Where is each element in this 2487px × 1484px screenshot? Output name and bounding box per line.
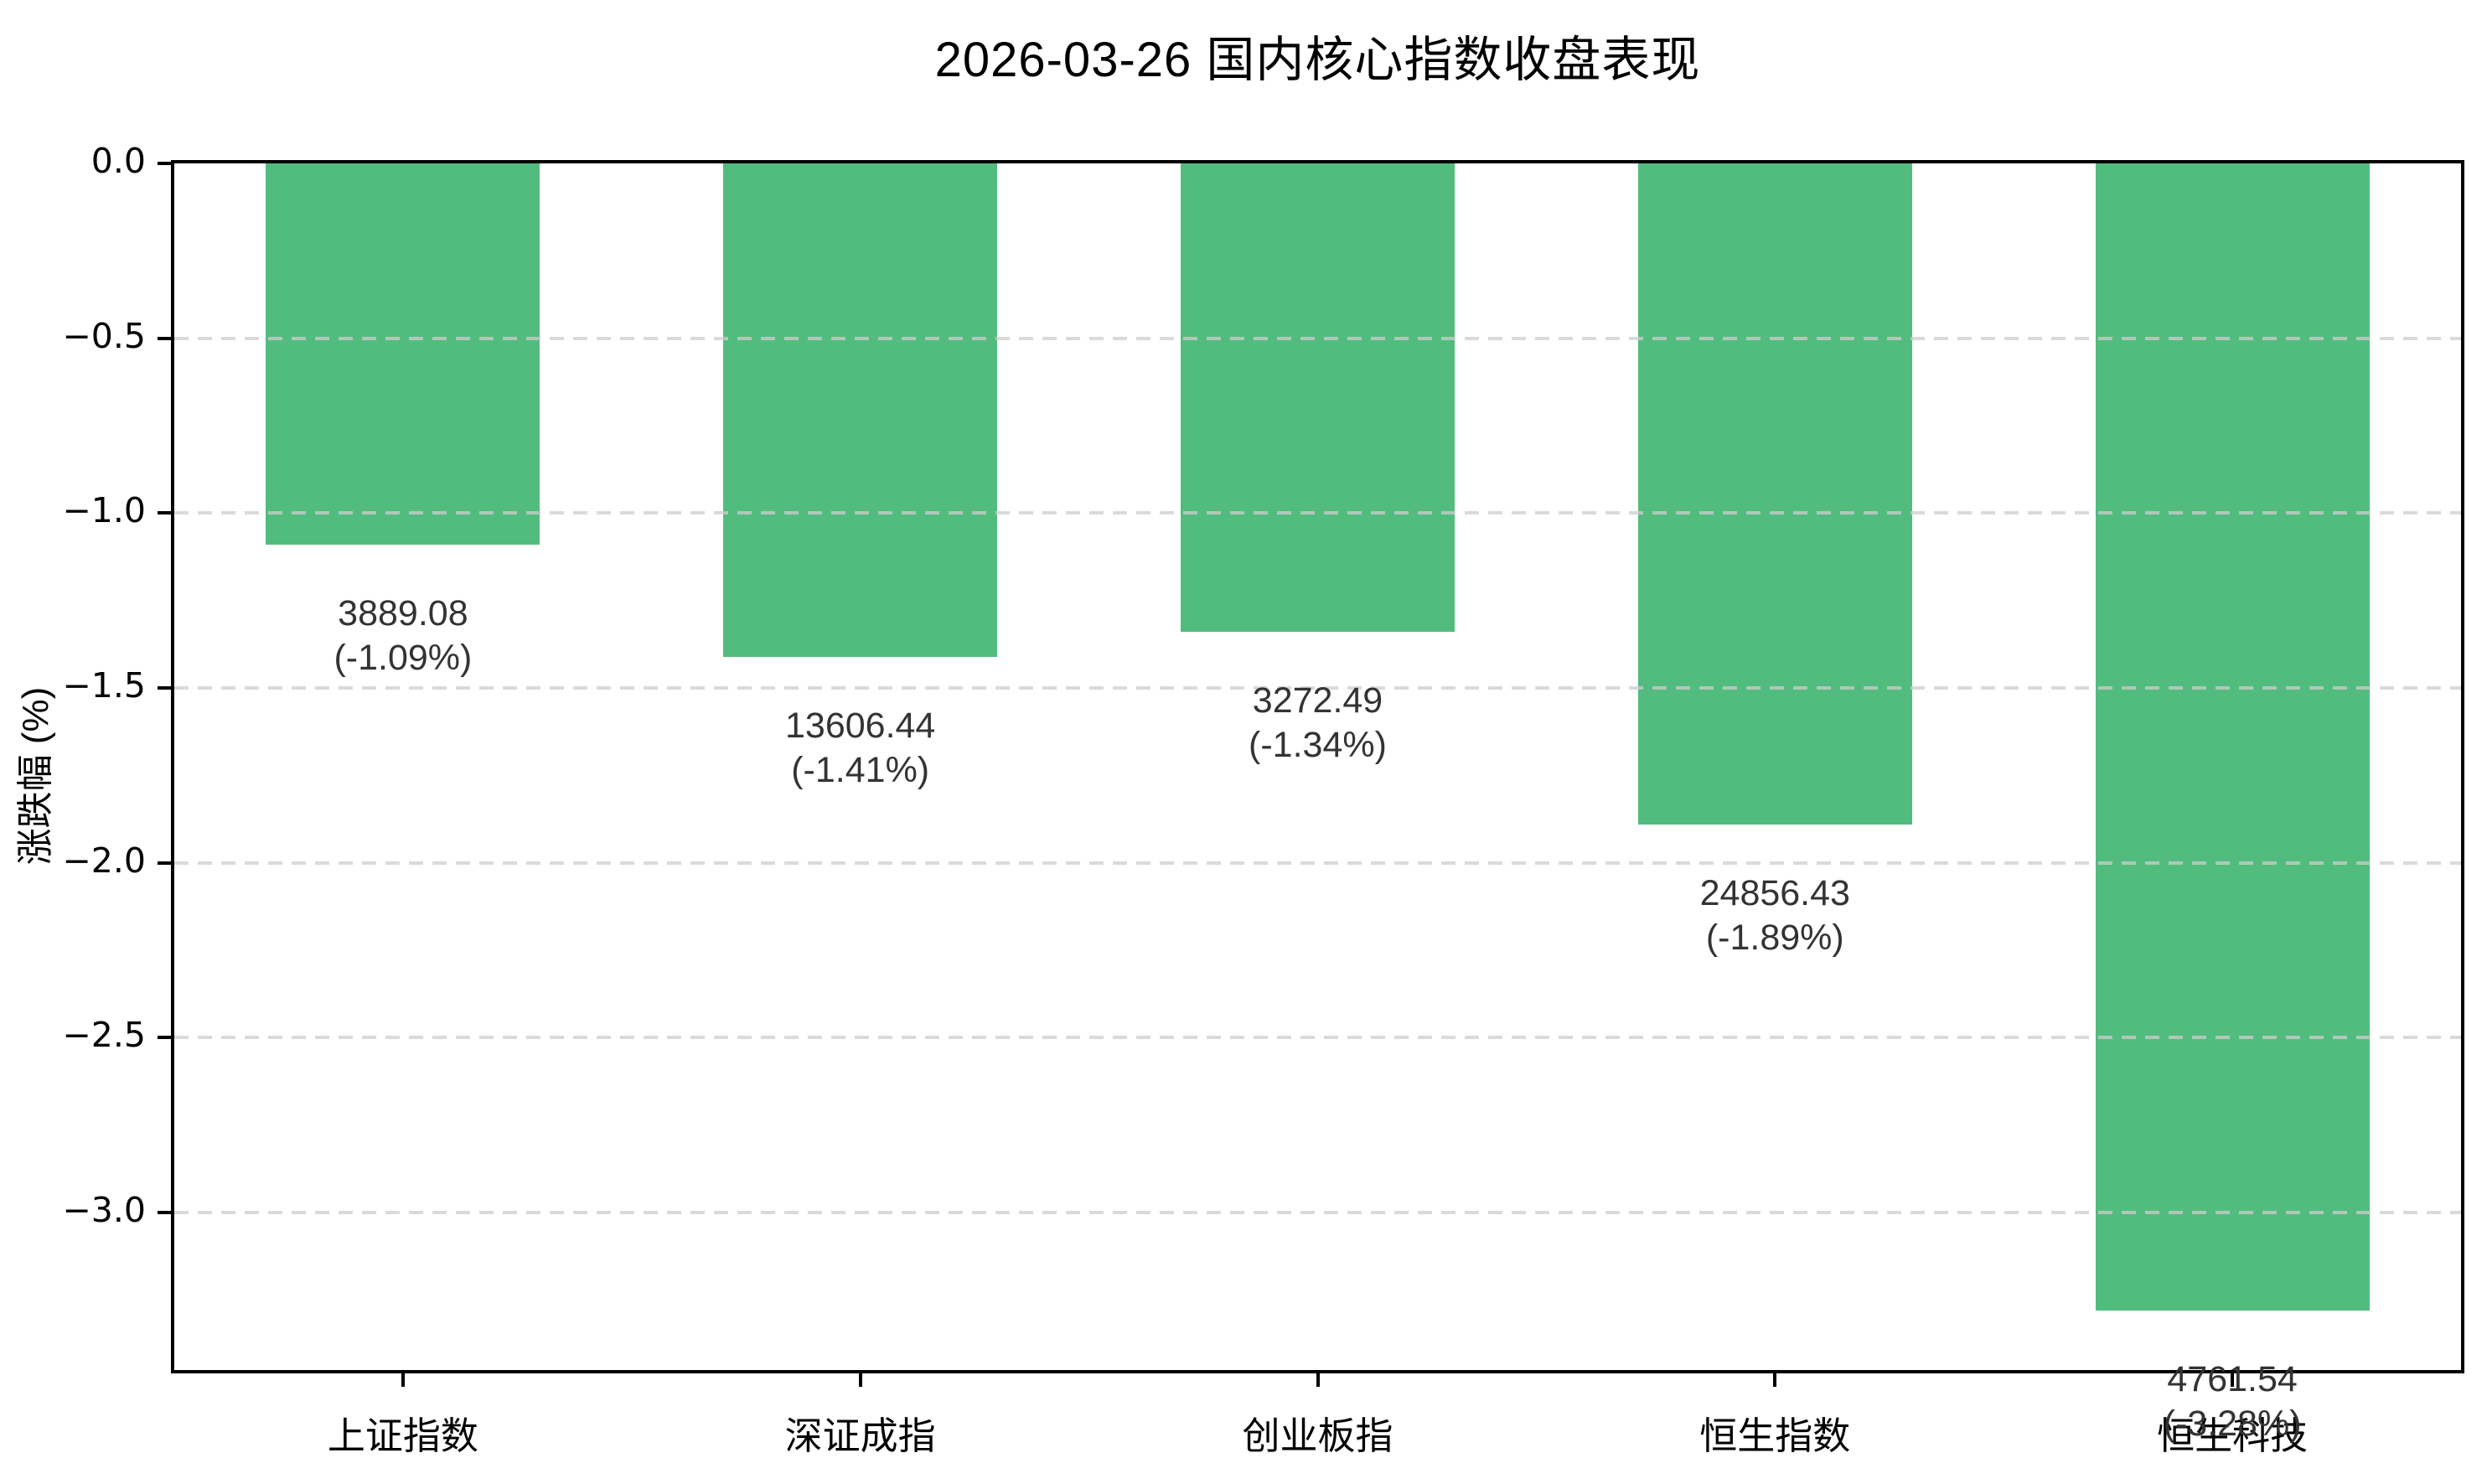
y-axis-label: 涨跌幅 (%) xyxy=(15,686,56,866)
x-tick-label: 恒生科技 xyxy=(2157,1414,2309,1457)
x-tick-mark xyxy=(1773,1370,1777,1387)
bar-close-value: 13606.44 xyxy=(785,705,936,746)
y-tick-mark xyxy=(158,686,174,690)
y-tick-label: 0.0 xyxy=(90,141,146,181)
bar-value-label: 3272.49 (-1.34%) xyxy=(1100,679,1536,768)
bar-value-label: 24856.43 (-1.89%) xyxy=(1557,871,1993,960)
y-tick-label: −2.5 xyxy=(62,1015,146,1056)
bar-value-label: 13606.44 (-1.41%) xyxy=(643,704,1078,793)
gridline xyxy=(174,1211,2461,1215)
bar xyxy=(723,163,998,657)
bar-pct-change: (-3.28%) xyxy=(2163,1404,2302,1445)
bar-pct-change: (-1.34%) xyxy=(1249,725,1387,766)
y-tick-label: −2.0 xyxy=(62,840,146,881)
bar-close-value: 3889.08 xyxy=(338,592,468,633)
bar xyxy=(2095,163,2370,1311)
bar xyxy=(1637,163,1912,825)
y-tick-label: −1.5 xyxy=(62,665,146,706)
gridline xyxy=(174,861,2461,865)
x-tick-label: 创业板指 xyxy=(1242,1414,1393,1457)
y-tick-mark xyxy=(158,511,174,515)
chart-title: 2026-03-26 国内核心指数收盘表现 xyxy=(934,33,1701,87)
bar-value-label: 3889.08 (-1.09%) xyxy=(185,592,621,680)
gridline xyxy=(174,511,2461,515)
y-tick-mark xyxy=(158,336,174,340)
gridline xyxy=(174,686,2461,690)
y-tick-mark xyxy=(158,1211,174,1215)
y-tick-label: −1.0 xyxy=(62,490,146,531)
x-tick-mark xyxy=(2231,1370,2235,1387)
bar xyxy=(266,163,540,545)
x-tick-label: 恒生指数 xyxy=(1699,1414,1851,1457)
x-tick-label: 深证成指 xyxy=(784,1414,936,1457)
y-tick-label: −3.0 xyxy=(62,1190,146,1231)
x-tick-mark xyxy=(1316,1370,1320,1387)
x-tick-mark xyxy=(858,1370,862,1387)
bar-pct-change: (-1.09%) xyxy=(333,637,473,678)
x-tick-mark xyxy=(401,1370,405,1387)
bar-pct-change: (-1.41%) xyxy=(791,749,930,790)
bar-pct-change: (-1.89%) xyxy=(1705,917,1844,958)
gridline xyxy=(174,336,2461,340)
y-tick-label: −0.5 xyxy=(62,315,146,356)
bar xyxy=(1181,163,1455,633)
bar-close-value: 3272.49 xyxy=(1252,680,1383,721)
x-tick-label: 上证指数 xyxy=(327,1414,478,1457)
bar-close-value: 24856.43 xyxy=(1699,872,1850,913)
y-tick-mark xyxy=(158,861,174,865)
gridline xyxy=(174,1036,2461,1040)
y-tick-mark xyxy=(158,1036,174,1040)
y-tick-mark xyxy=(158,162,174,165)
